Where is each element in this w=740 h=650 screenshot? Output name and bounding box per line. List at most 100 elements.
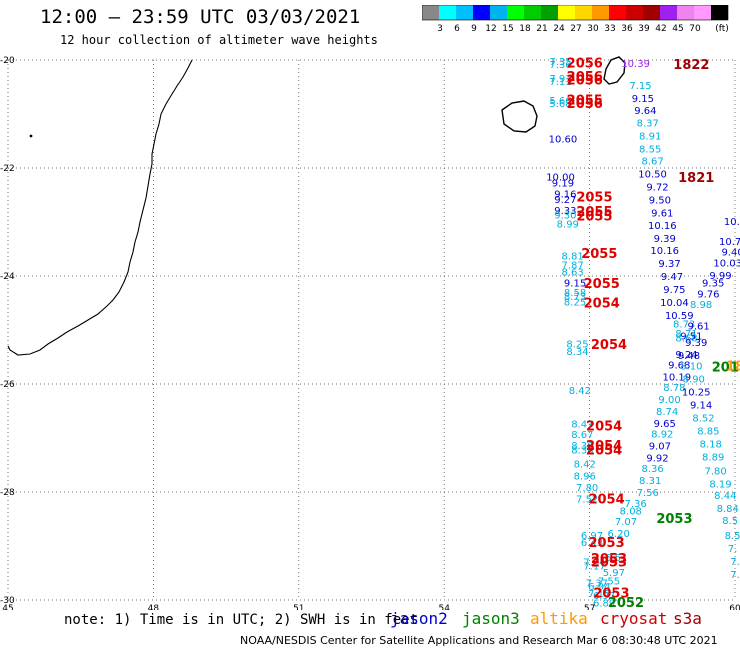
legend-jason3: jason3 — [462, 609, 520, 628]
wave-height-label: 8.44 — [714, 491, 736, 502]
wave-height-label: 8.25 — [564, 297, 586, 308]
wave-height-label: 8.31 — [639, 476, 661, 487]
wave-height-label: 9.07 — [649, 442, 671, 453]
latitude-tick-label: -26 — [0, 380, 15, 390]
wave-height-label: 8.84 — [717, 504, 739, 515]
tromelin-islet — [29, 134, 33, 138]
longitude-tick-label: 51 — [293, 604, 304, 610]
wave-height-label: 10.04 — [660, 298, 689, 309]
wave-height-label: 7.34 — [583, 558, 605, 569]
wave-height-label: 9.39 — [685, 338, 707, 349]
wave-height-label: 5.97 — [603, 568, 625, 579]
color-scale-label: 15 — [502, 24, 513, 34]
orbit-revolution-label: 2055 — [567, 93, 603, 108]
footer-credit: NOAA/NESDIS Center for Satellite Applica… — [240, 634, 718, 647]
wave-height-label: 8.73 — [673, 320, 695, 331]
wave-height-label: 8.34 — [566, 347, 588, 358]
mauritius-island — [603, 56, 626, 85]
color-scale-label: 9 — [471, 24, 477, 34]
wave-height-label: 9.61 — [651, 208, 673, 219]
wave-height-label: 9.19 — [552, 179, 574, 190]
orbit-revolution-label: 2054 — [586, 420, 622, 435]
color-scale-label: 39 — [638, 24, 650, 34]
wave-height-label: 7. — [730, 570, 740, 581]
orbit-revolution-label: 2055 — [576, 191, 612, 206]
madagascar-coastline — [7, 59, 193, 356]
wave-height-label: 7.15 — [629, 81, 651, 92]
wave-height-label: 9.61 — [688, 322, 710, 333]
wave-height-label: 8.78 — [663, 383, 685, 394]
orbit-revolution-label: 1822 — [673, 58, 709, 73]
altimeter-map: 7.357.367.937.115.665.6810.6010.009.199.… — [0, 56, 740, 610]
color-swatch — [592, 5, 609, 20]
wave-height-label: 9.33 — [554, 206, 576, 217]
wave-height-label: 9.76 — [697, 289, 719, 300]
wave-height-label: 8.58 — [564, 288, 586, 299]
reunion-island — [501, 100, 538, 133]
wave-height-label: 7. — [728, 544, 738, 555]
wave-height-label: 8.18 — [700, 439, 722, 450]
latitude-tick-label: -22 — [0, 164, 15, 174]
color-scale-label: 6 — [454, 24, 460, 34]
wave-height-label: 9.72 — [646, 182, 668, 193]
color-swatch — [711, 5, 728, 20]
color-swatch — [609, 5, 626, 20]
wave-height-label: 8.67 — [571, 430, 593, 441]
wave-height-label: 8.71 — [675, 329, 697, 340]
orbit-revolution-label: 2055 — [581, 247, 617, 262]
wave-height-label: 9.65 — [654, 419, 676, 430]
legend-jason2: jason2 — [390, 609, 448, 628]
wave-height-label: 6.97 — [593, 591, 615, 602]
wave-height-label: 8.67 — [641, 156, 663, 167]
axis-tick-labels: 45 48 51 54 57 60 -20 -22 -24 -26 -28 -30 — [0, 56, 740, 610]
wave-height-label: 7.55 — [598, 577, 620, 588]
wave-height-label: 9.00 — [658, 395, 680, 406]
orbit-revolution-label: 2056 — [567, 57, 603, 72]
color-scale-label: 18 — [519, 24, 531, 34]
wave-height-label: 7.36 — [549, 60, 571, 71]
wave-height-label: 7.52 — [576, 494, 598, 505]
wave-height-label: 7.36 — [625, 499, 647, 510]
wave-height-label: 9.24 — [675, 350, 697, 361]
orbit-revolution-label: 2053 — [593, 586, 629, 601]
wave-height-label: 7.15 — [588, 589, 610, 600]
color-swatch — [439, 5, 456, 20]
wave-height-label: 7.87 — [562, 261, 584, 272]
color-scale-label: 45 — [672, 24, 683, 34]
color-scale-unit: (ft) — [715, 24, 729, 34]
wave-height-label: 9.50 — [649, 195, 671, 206]
wave-height-label: 8.19 — [709, 479, 731, 490]
wave-height-label: 7.80 — [704, 466, 726, 477]
color-swatch — [626, 5, 643, 20]
orbit-revolution-label: 2056 — [567, 70, 603, 85]
wave-height-label: 10.19 — [663, 372, 692, 383]
wave-height-label: 8.91 — [639, 132, 661, 143]
orbit-revolution-label: 18 — [726, 360, 740, 375]
orbit-revolution-label: 2055 — [584, 277, 620, 292]
wave-height-label: 8.37 — [637, 119, 659, 130]
orbit-revolution-label: 2056 — [567, 97, 603, 112]
wave-height-label: 8.5 — [725, 531, 740, 542]
orbit-revolution-label: 2055 — [576, 205, 612, 220]
color-swatch — [541, 5, 558, 20]
wave-height-label: 9.48 — [678, 351, 700, 362]
color-swatch — [507, 5, 524, 20]
wave-height-label: 7.56 — [637, 488, 659, 499]
wave-height-label: 10.16 — [648, 221, 677, 232]
wave-height-label: 10.60 — [549, 134, 578, 145]
latitude-tick-label: -28 — [0, 488, 15, 498]
wave-height-label: 8.98 — [690, 300, 712, 311]
wave-height-label: 10.39 — [621, 59, 650, 70]
orbit-revolution-label: 2053 — [591, 552, 627, 567]
orbit-revolution-label: 2055 — [576, 210, 612, 225]
wave-height-label: 10.8 — [724, 217, 740, 228]
longitude-tick-label: 60 — [729, 604, 740, 610]
wave-height-label: 8.96 — [574, 471, 596, 482]
wave-height-label: 6.51 — [605, 553, 627, 564]
orbit-revolution-label: 2053 — [656, 512, 692, 527]
map-title: 12:00 — 23:59 UTC 03/03/2021 — [40, 6, 361, 28]
wave-height-label: 8.81 — [562, 251, 584, 262]
longitude-tick-label: 48 — [148, 604, 160, 610]
color-swatch — [677, 5, 694, 20]
wave-height-label: 9.37 — [658, 259, 680, 270]
